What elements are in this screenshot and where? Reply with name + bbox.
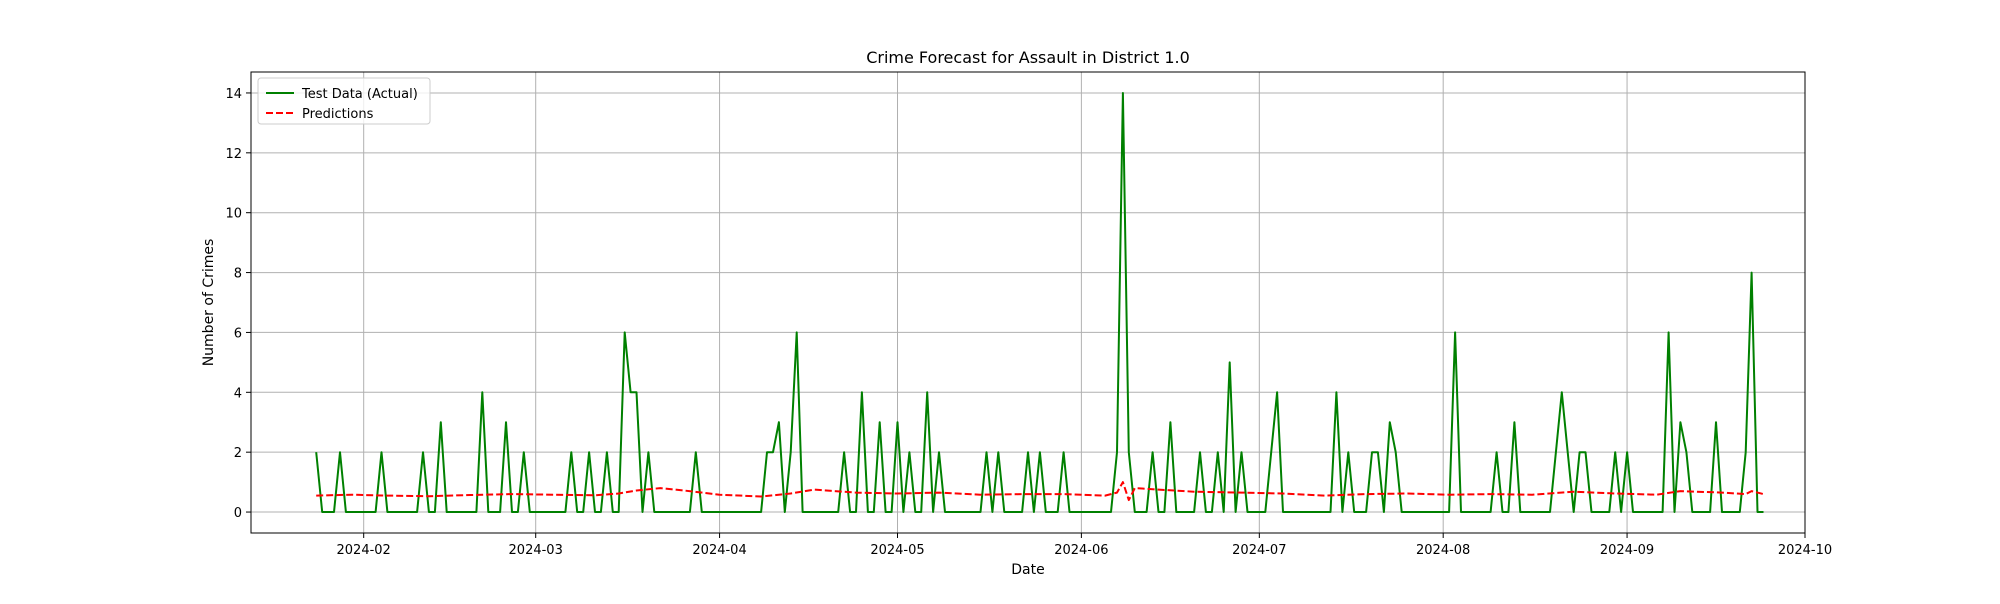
legend: Test Data (Actual) Predictions — [257, 77, 431, 125]
y-tick-label: 4 — [234, 386, 242, 401]
x-tick-label: 2024-05 — [870, 543, 924, 558]
series-line-actual — [315, 92, 1764, 513]
series-line-predictions — [316, 481, 1764, 502]
y-tick-label: 6 — [234, 326, 242, 341]
y-tick-label: 12 — [225, 147, 242, 162]
x-tick-label: 2024-02 — [337, 543, 391, 558]
axes: 2024-02 2024-03 2024-04 2024-05 2024-06 2024-… — [225, 87, 1832, 558]
plot-frame — [250, 71, 1806, 534]
x-tick-label: 2024-07 — [1232, 543, 1286, 558]
series-layer — [315, 92, 1764, 513]
x-tick-label: 2024-03 — [509, 543, 563, 558]
x-tick-label: 2024-10 — [1778, 543, 1832, 558]
x-tick-label: 2024-06 — [1054, 543, 1108, 558]
x-tick-label: 2024-09 — [1600, 543, 1654, 558]
x-axis-label: Date — [1011, 562, 1044, 578]
y-tick-label: 14 — [225, 87, 242, 102]
x-tick-label: 2024-04 — [692, 543, 746, 558]
y-axis-label: Number of Crimes — [201, 239, 217, 367]
y-tick-label: 8 — [234, 267, 242, 282]
legend-label-actual: Test Data (Actual) — [301, 87, 418, 102]
y-tick-label: 2 — [234, 446, 242, 461]
y-tick-label: 10 — [225, 207, 242, 222]
x-tick-label: 2024-08 — [1416, 543, 1470, 558]
chart-title: Crime Forecast for Assault in District 1… — [866, 48, 1190, 67]
legend-box — [257, 77, 431, 125]
legend-label-predictions: Predictions — [302, 107, 374, 122]
y-tick-label: 0 — [234, 506, 242, 521]
